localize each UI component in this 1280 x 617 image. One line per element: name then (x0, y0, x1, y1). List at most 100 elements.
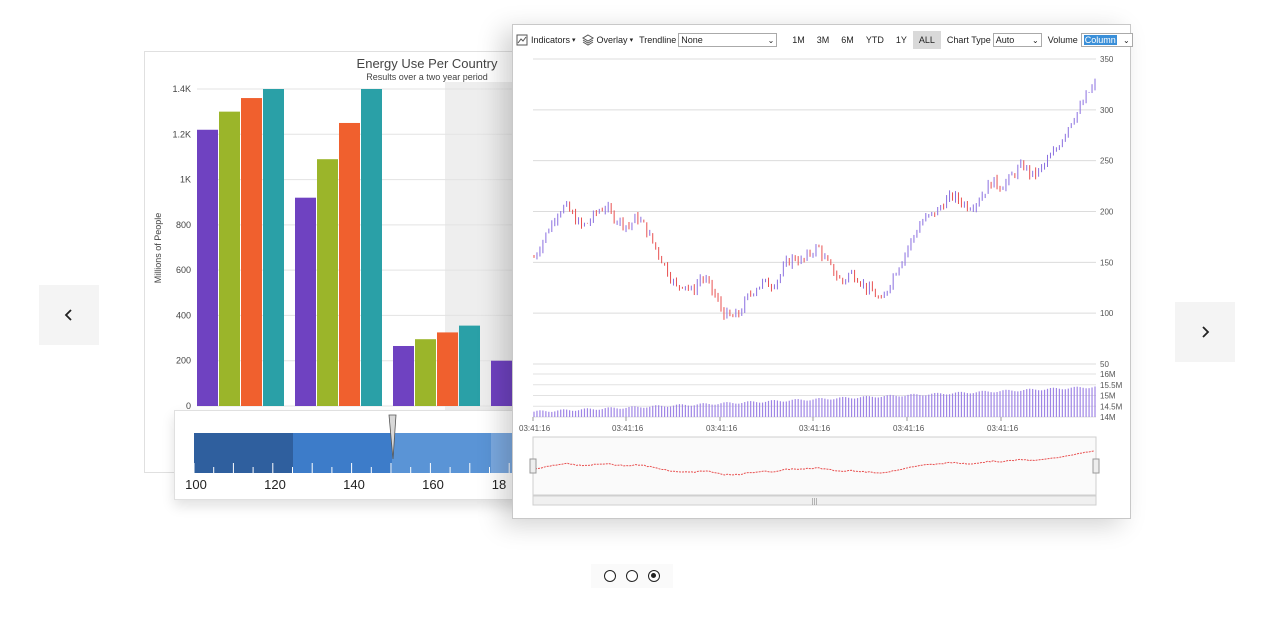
gauge-tick-label: 140 (343, 477, 365, 492)
gauge-band (194, 433, 293, 473)
carousel-next-button[interactable] (1175, 302, 1235, 362)
volume-tick-label: 16M (1100, 370, 1116, 379)
gauge-band (293, 433, 392, 473)
layers-icon (581, 34, 594, 46)
range-1y-button[interactable]: 1Y (895, 35, 907, 45)
trendline-group: Trendline None ⌄ (636, 31, 780, 49)
carousel-prev-button[interactable] (39, 285, 99, 345)
overlay-menu[interactable]: Overlay ▾ (579, 31, 637, 49)
chart-subtitle: Results over a two year period (366, 72, 488, 82)
carousel-dot-1[interactable] (604, 570, 616, 582)
volume-select[interactable]: Column ⌄ (1080, 33, 1133, 47)
bar[interactable] (219, 111, 240, 406)
caret-down-icon: ▾ (572, 37, 576, 44)
x-tick-label: 03:41:16 (612, 424, 644, 433)
volume-label: Volume (1047, 35, 1078, 45)
carousel-dot-2[interactable] (626, 570, 638, 582)
bar[interactable] (459, 325, 480, 406)
chevron-down-icon: ⌄ (1032, 35, 1039, 45)
stock-chart-card: 50 100 150 200 250 300 350 14M 14.5M 15M 15.5M 16M… (512, 24, 1133, 519)
range-buttons: 1M 3M 6M YTD 1Y ALL (780, 31, 944, 49)
chart-type-value: Auto (995, 35, 1015, 45)
y-tick-label: 50 (1100, 360, 1109, 369)
y-tick-label: 1K (180, 175, 191, 185)
chart-icon (516, 34, 528, 46)
x-tick-label: 03:41:16 (893, 424, 925, 433)
y-tick-label: 300 (1100, 106, 1114, 115)
volume-tick-label: 15M (1100, 392, 1116, 401)
range-ytd-button[interactable]: YTD (865, 35, 884, 45)
range-all-button[interactable]: ALL (912, 31, 941, 49)
y-tick-label: 150 (1100, 258, 1114, 267)
trendline-label: Trendline (639, 35, 677, 45)
y-tick-label: 200 (176, 356, 191, 366)
y-tick-label: 350 (1100, 55, 1114, 64)
y-tick-label: 100 (1100, 309, 1114, 318)
x-tick-label: 03:41:16 (706, 424, 738, 433)
chart-title: Energy Use Per Country (357, 56, 498, 71)
gauge-needle[interactable] (388, 414, 397, 460)
bar[interactable] (393, 345, 414, 406)
bar[interactable] (197, 129, 218, 406)
volume-tick-label: 14.5M (1100, 402, 1123, 411)
x-tick-label: 03:41:16 (799, 424, 831, 433)
bar[interactable] (241, 98, 262, 407)
chevron-right-icon (1202, 326, 1210, 338)
y-tick-label: 600 (176, 265, 191, 275)
volume-value: Column (1083, 35, 1117, 45)
y-tick-label: 400 (176, 310, 191, 320)
volume-group: Volume Column ⌄ (1045, 31, 1136, 49)
y-tick-label: 1.2K (172, 129, 191, 139)
gauge-tick-label: 18 (492, 477, 506, 492)
bar[interactable] (415, 339, 436, 406)
volume-tick-label: 14M (1100, 413, 1116, 422)
y-tick-label: 1.4K (172, 84, 191, 94)
carousel-indicators (591, 564, 673, 588)
bar[interactable] (437, 332, 458, 406)
chart-type-label: Chart Type (946, 35, 991, 45)
x-tick-label: 03:41:16 (519, 424, 551, 433)
navigator-scrollbar[interactable] (532, 495, 1097, 506)
bar[interactable] (317, 159, 338, 406)
volume-tick-label: 15.5M (1100, 381, 1123, 390)
trendline-select[interactable]: None ⌄ (678, 33, 778, 47)
bar[interactable] (295, 197, 316, 406)
x-tick-label: 03:41:16 (987, 424, 1019, 433)
y-tick-label: 0 (186, 401, 191, 411)
chart-type-select[interactable]: Auto ⌄ (992, 33, 1042, 47)
linear-gauge: 100 120 140 160 18 (174, 410, 536, 500)
y-tick-label: 200 (1100, 208, 1114, 217)
navigator-right-handle[interactable] (1092, 458, 1100, 474)
bar[interactable] (339, 122, 360, 406)
indicators-menu[interactable]: Indicators ▾ (513, 31, 579, 49)
bar[interactable] (491, 360, 512, 406)
bar-chart: Energy Use Per Country Results over a tw… (145, 52, 525, 472)
navigator-range[interactable] (532, 436, 1097, 496)
bar-chart-card: Energy Use Per Country Results over a tw… (144, 51, 526, 473)
navigator-left-handle[interactable] (529, 458, 537, 474)
range-1m-button[interactable]: 1M (792, 35, 805, 45)
chevron-down-icon: ⌄ (767, 35, 775, 45)
chevron-down-icon: ⌄ (1123, 35, 1130, 45)
trendline-value: None (681, 35, 703, 45)
y-tick-label: 800 (176, 220, 191, 230)
bar[interactable] (263, 89, 284, 406)
range-3m-button[interactable]: 3M (816, 35, 830, 45)
gauge-tick-label: 120 (264, 477, 286, 492)
chevron-left-icon (64, 309, 72, 321)
gauge-band (392, 433, 491, 473)
stock-toolbar: Indicators ▾ Overlay ▾ Trendline None ⌄ … (513, 25, 1133, 55)
gauge-tick-label: 100 (185, 477, 207, 492)
navigator-line (534, 450, 1095, 476)
gauge-tick-label: 160 (422, 477, 444, 492)
overlay-label: Overlay (596, 35, 628, 45)
bar[interactable] (361, 89, 382, 406)
y-tick-label: 250 (1100, 157, 1114, 166)
linear-gauge-graphic: 100 120 140 160 18 (185, 414, 535, 492)
chart-type-group: Chart Type Auto ⌄ (944, 31, 1045, 49)
caret-down-icon: ▾ (629, 37, 634, 44)
range-6m-button[interactable]: 6M (841, 35, 854, 45)
carousel-dot-3[interactable] (648, 570, 660, 582)
scrollbar-grip-icon: ||| (812, 499, 818, 506)
indicators-label: Indicators (531, 35, 571, 45)
